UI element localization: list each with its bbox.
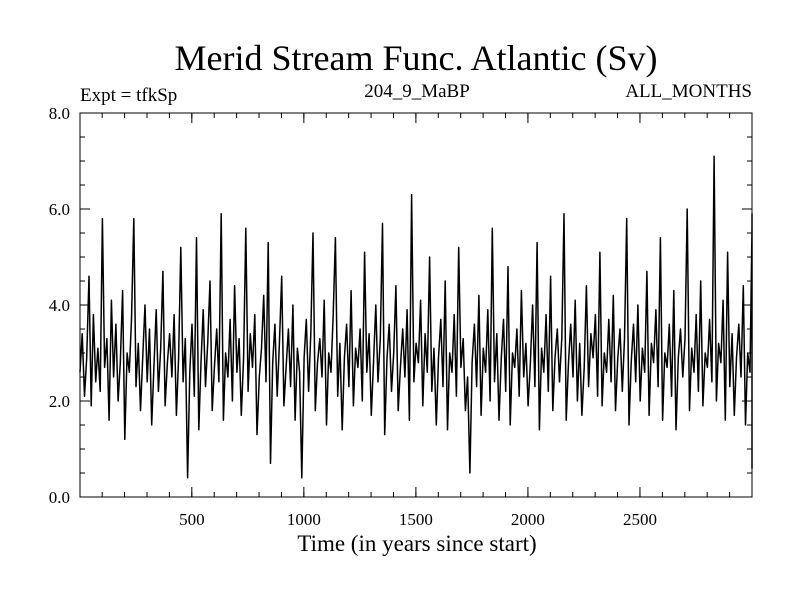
y-tick-label: 4.0 (49, 296, 70, 315)
x-tick-label: 500 (179, 510, 205, 529)
x-tick-label: 1000 (287, 510, 321, 529)
period-label: 204_9_MaBP (364, 81, 470, 102)
y-tick-label: 6.0 (49, 200, 70, 219)
x-tick-label: 2500 (623, 510, 657, 529)
axis-tick-labels: 500 1000 1500 2000 2500 0.0 2.0 4.0 6.0 8.0 (49, 104, 657, 529)
y-tick-label: 8.0 (49, 104, 70, 123)
experiment-label: Expt = tfkSp (80, 85, 177, 106)
series-line (79, 155, 753, 479)
plot-area (79, 112, 753, 498)
x-tick-label: 2000 (511, 510, 545, 529)
axis-ticks (80, 112, 752, 498)
chart-title: Merid Stream Func. Atlantic (Sv) (175, 38, 658, 78)
months-label: ALL_MONTHS (625, 81, 752, 102)
y-tick-label: 0.0 (49, 488, 70, 507)
plot-frame (79, 112, 753, 498)
y-tick-label: 2.0 (49, 392, 70, 411)
x-axis-label: Time (in years since start) (297, 531, 536, 556)
x-tick-label: 1500 (399, 510, 433, 529)
